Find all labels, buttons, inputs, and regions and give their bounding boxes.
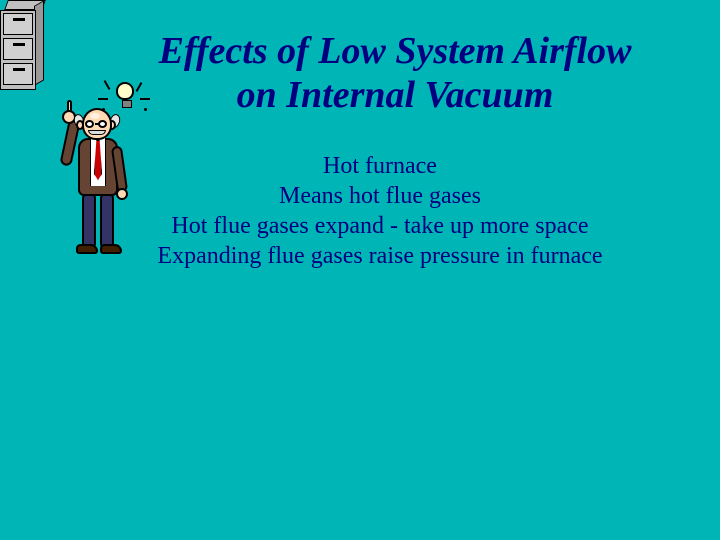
body-line-1: Hot furnace <box>60 151 700 181</box>
professor-idea-clipart-icon <box>58 80 148 270</box>
lightbulb-icon <box>116 82 134 100</box>
body-line-2: Means hot flue gases <box>60 181 700 211</box>
filing-cabinet-icon <box>0 0 44 90</box>
title-line-1: Effects of Low System Airflow <box>159 30 632 72</box>
body-line-3: Hot flue gases expand - take up more spa… <box>60 211 700 241</box>
title-line-2: on Internal Vacuum <box>237 74 554 116</box>
body-line-4: Expanding flue gases raise pressure in f… <box>60 241 700 271</box>
